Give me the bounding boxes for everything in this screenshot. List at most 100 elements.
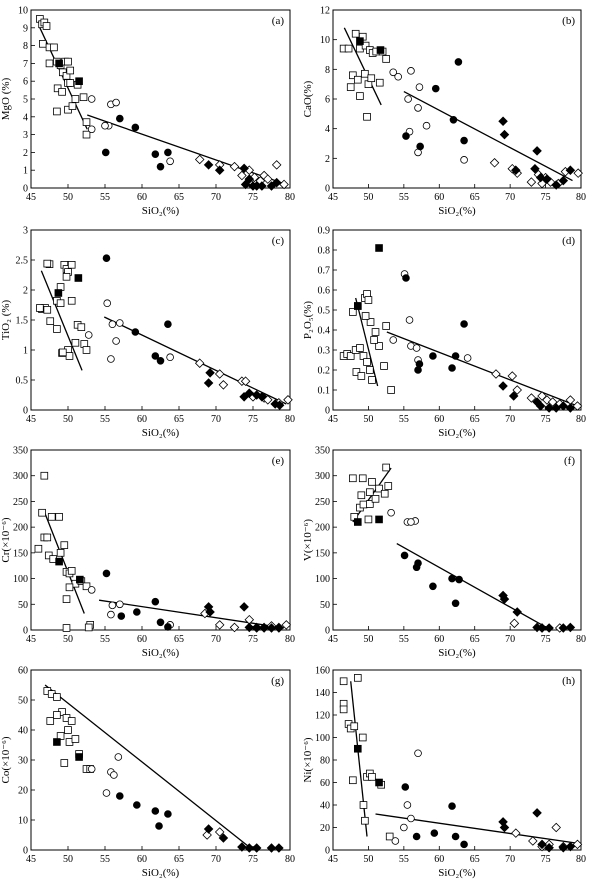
data-point-filled-circle [401, 783, 410, 791]
data-point-open-square [364, 515, 373, 524]
panel-label: (d) [562, 235, 575, 247]
data-point-filled-diamond [565, 622, 576, 633]
data-point-open-square [361, 312, 370, 320]
y-tick-label: 0.9 [318, 226, 331, 237]
trend-line [396, 543, 550, 630]
x-axis-label: SiO₂(%) [142, 647, 180, 659]
series-filled-diamond [203, 368, 285, 410]
data-point-open-square [67, 296, 76, 305]
series-open-square [349, 463, 393, 524]
data-point-open-diamond [511, 828, 521, 838]
data-point-filled-circle [430, 829, 439, 837]
y-tick-label: 0.1 [318, 386, 331, 397]
data-point-filled-diamond [565, 403, 576, 413]
series-filled-square [55, 557, 84, 584]
data-point-open-square [45, 59, 54, 68]
data-point-open-square [349, 308, 357, 316]
data-point-open-circle [407, 814, 415, 823]
data-point-open-diamond [512, 385, 522, 395]
data-point-open-square [53, 711, 61, 719]
x-axis-label: SiO₂(%) [142, 205, 180, 217]
data-point-open-square [350, 722, 359, 731]
data-point-open-circle [112, 337, 120, 345]
data-point-open-square [56, 299, 65, 307]
data-point-open-diamond [271, 160, 282, 170]
y-tick-label: 1 [23, 346, 28, 357]
data-point-open-diamond [572, 401, 583, 411]
data-point-filled-diamond [551, 180, 561, 190]
data-point-filled-square [375, 515, 383, 524]
y-tick-label: 9 [23, 23, 28, 34]
chart-panel: 45 50 55 60 65 70 75 80 0 50 100 150 200 250 300 350 SiO… [0, 446, 295, 660]
data-point-open-square [353, 674, 362, 682]
series-open-square [36, 15, 91, 139]
data-point-open-diamond [229, 161, 240, 172]
data-point-filled-diamond [244, 388, 255, 398]
series-open-square [339, 29, 390, 121]
data-point-filled-square [55, 59, 63, 68]
data-point-filled-circle [151, 352, 160, 360]
y-tick-label: 100 [13, 574, 28, 585]
data-point-open-square [339, 677, 348, 686]
x-tick-label: 80 [576, 414, 586, 425]
data-point-open-square [353, 75, 362, 84]
series-open-circle [87, 95, 174, 166]
data-point-filled-diamond [240, 179, 251, 190]
data-point-filled-square [74, 274, 83, 282]
data-point-open-square [361, 816, 369, 825]
data-point-open-square [385, 832, 394, 841]
data-point-filled-square [54, 289, 63, 297]
x-tick-label: 70 [211, 634, 221, 645]
data-point-filled-circle [155, 822, 163, 830]
data-point-open-square [349, 71, 357, 80]
data-point-open-diamond [491, 369, 501, 379]
y-tick-label: 50 [320, 600, 330, 611]
data-point-filled-circle [116, 792, 124, 800]
data-point-open-square [50, 43, 58, 52]
series-filled-diamond [203, 824, 284, 853]
y-tick-label: 30 [18, 756, 28, 767]
data-point-open-square [361, 41, 370, 50]
data-point-open-square [382, 463, 390, 472]
panel-label: (b) [562, 15, 575, 27]
trend-line [355, 297, 379, 387]
data-point-open-diamond [194, 358, 205, 368]
y-tick-label: 200 [315, 523, 330, 534]
data-point-filled-square [353, 744, 362, 753]
x-tick-label: 50 [63, 192, 73, 203]
data-point-filled-diamond [244, 843, 255, 853]
data-point-filled-diamond [239, 163, 249, 174]
y-tick-label: 0 [23, 406, 28, 417]
data-point-open-square [38, 508, 46, 517]
data-point-filled-circle [414, 559, 422, 567]
data-point-filled-square [76, 575, 84, 584]
data-point-open-circle [389, 336, 398, 344]
data-point-open-circle [400, 823, 408, 832]
x-tick-label: 60 [434, 192, 444, 203]
y-axis-label: Co(×10⁻⁶) [0, 736, 12, 783]
x-tick-label: 45 [328, 414, 338, 425]
x-tick-label: 70 [505, 414, 515, 425]
series-open-circle [389, 67, 468, 164]
x-tick-label: 50 [363, 854, 373, 865]
series-open-circle [387, 508, 419, 526]
y-tick-label: 300 [315, 471, 330, 482]
y-tick-label: 50 [18, 600, 28, 611]
series-filled-circle [401, 783, 468, 849]
plot-frame [332, 669, 582, 851]
panel-label: (h) [562, 675, 575, 687]
series-open-circle [391, 749, 422, 845]
data-point-open-square [36, 304, 44, 312]
data-point-filled-circle [156, 162, 165, 171]
y-tick-label: 200 [13, 523, 28, 534]
x-tick-label: 60 [137, 414, 147, 425]
data-point-filled-diamond [251, 623, 262, 633]
y-tick-label: 350 [13, 446, 28, 457]
trend-line [386, 331, 578, 407]
data-point-open-square [366, 488, 374, 496]
y-tick-label: 160 [315, 666, 330, 677]
trend-line [98, 599, 285, 629]
plot-frame [30, 449, 291, 631]
data-point-open-square [68, 102, 77, 110]
